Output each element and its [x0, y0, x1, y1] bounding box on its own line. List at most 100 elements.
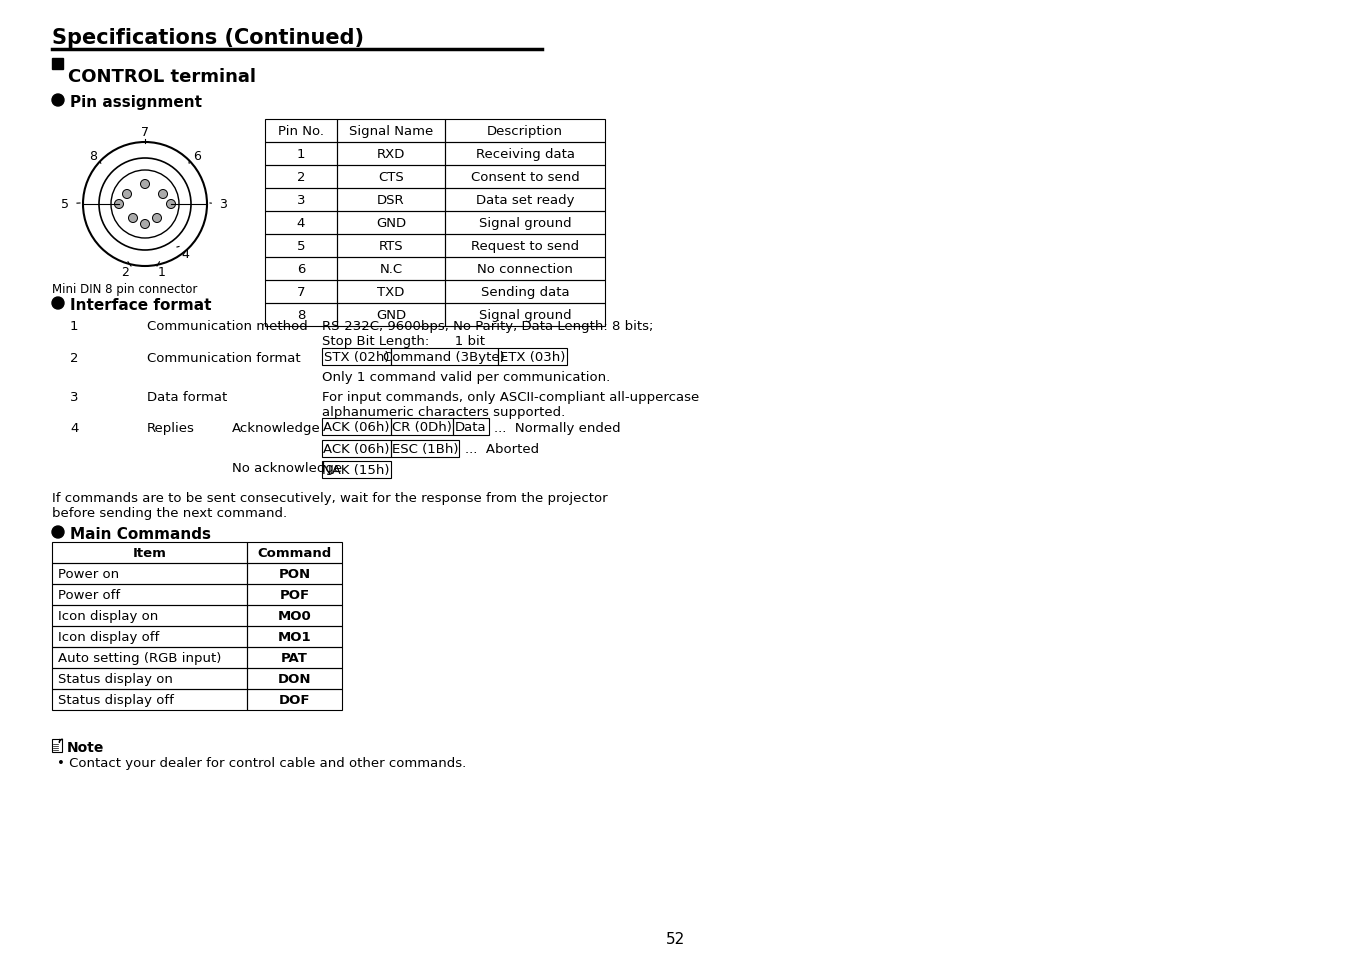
Bar [453, 418, 489, 436]
Bar [390, 440, 459, 457]
Text: ETX (03h): ETX (03h) [500, 351, 565, 364]
Text: 2: 2 [297, 171, 305, 184]
Text: 3: 3 [297, 193, 305, 207]
Text: 2: 2 [70, 352, 78, 365]
Bar [444, 212, 605, 234]
Text: • Contact your dealer for control cable and other commands.: • Contact your dealer for control cable … [57, 757, 466, 769]
Text: Data: Data [455, 420, 486, 434]
Text: RS-232C, 9600bps, No Parity, Data Length: 8 bits;: RS-232C, 9600bps, No Parity, Data Length… [322, 319, 654, 333]
Text: If commands are to be sent consecutively, wait for the response from the project: If commands are to be sent consecutively… [51, 492, 608, 504]
Bar [336, 234, 444, 257]
Text: PON: PON [278, 567, 311, 580]
Bar [336, 281, 444, 304]
Bar [265, 234, 336, 257]
Bar [336, 257, 444, 281]
Text: 7: 7 [141, 127, 149, 139]
Text: before sending the next command.: before sending the next command. [51, 506, 288, 519]
Text: GND: GND [376, 309, 407, 322]
Text: Interface format: Interface format [70, 297, 212, 313]
Text: MO0: MO0 [277, 609, 311, 622]
Text: Consent to send: Consent to send [470, 171, 580, 184]
Bar [322, 418, 390, 436]
Bar [51, 740, 62, 752]
Text: Note: Note [68, 740, 104, 754]
Text: Only 1 command valid per communication.: Only 1 command valid per communication. [322, 371, 611, 384]
Text: Pin assignment: Pin assignment [70, 95, 203, 110]
Text: 4: 4 [70, 421, 78, 435]
Text: 3: 3 [219, 197, 227, 211]
Text: RTS: RTS [378, 240, 404, 253]
Text: Signal ground: Signal ground [478, 309, 571, 322]
Bar [336, 212, 444, 234]
Circle shape [153, 214, 162, 223]
Bar [265, 281, 336, 304]
Text: Receiving data: Receiving data [476, 148, 574, 161]
Text: Auto setting (RGB input): Auto setting (RGB input) [58, 651, 222, 664]
Bar [444, 257, 605, 281]
Bar [51, 689, 247, 710]
Bar [51, 584, 247, 605]
Bar [51, 668, 247, 689]
Text: Command (3Byte): Command (3Byte) [384, 351, 505, 364]
Text: NAK (15h): NAK (15h) [323, 463, 390, 476]
Bar [247, 584, 342, 605]
Bar [247, 626, 342, 647]
Bar [51, 626, 247, 647]
Text: N.C: N.C [380, 263, 403, 275]
Text: ...  Normally ended: ... Normally ended [494, 421, 621, 435]
Text: Status display off: Status display off [58, 693, 174, 706]
Bar [265, 143, 336, 166]
Text: 5: 5 [61, 197, 69, 211]
Text: alphanumeric characters supported.: alphanumeric characters supported. [322, 406, 565, 418]
Text: Acknowledge: Acknowledge [232, 421, 320, 435]
Text: 7: 7 [297, 286, 305, 298]
Bar [247, 668, 342, 689]
Text: 5: 5 [297, 240, 305, 253]
Bar [336, 304, 444, 327]
Text: ACK (06h): ACK (06h) [323, 442, 389, 456]
Bar [322, 461, 390, 478]
Text: 8: 8 [297, 309, 305, 322]
Text: 3: 3 [70, 391, 78, 403]
Circle shape [158, 191, 168, 199]
Text: 6: 6 [297, 263, 305, 275]
Text: No acknowledge: No acknowledge [232, 461, 342, 475]
Bar [265, 189, 336, 212]
Bar [51, 542, 247, 563]
Bar [336, 166, 444, 189]
Text: 4: 4 [181, 248, 189, 261]
Text: RXD: RXD [377, 148, 405, 161]
Text: 1: 1 [158, 266, 166, 279]
Text: Power off: Power off [58, 588, 120, 601]
Bar [336, 143, 444, 166]
Bar [247, 605, 342, 626]
Bar [444, 166, 605, 189]
Text: Description: Description [486, 125, 563, 138]
Bar [499, 349, 566, 366]
Circle shape [51, 297, 63, 310]
Text: CR (0Dh): CR (0Dh) [392, 420, 451, 434]
Text: Power on: Power on [58, 567, 119, 580]
Text: 2: 2 [122, 266, 128, 279]
Circle shape [115, 200, 123, 210]
Text: Status display on: Status display on [58, 672, 173, 685]
Bar [265, 257, 336, 281]
Bar [265, 120, 336, 143]
Text: DON: DON [278, 672, 311, 685]
Text: ACK (06h): ACK (06h) [323, 420, 389, 434]
Text: 8: 8 [89, 151, 97, 163]
Text: Communication method: Communication method [147, 319, 308, 333]
Circle shape [51, 95, 63, 107]
Bar [51, 563, 247, 584]
Text: TXD: TXD [377, 286, 405, 298]
Bar [444, 234, 605, 257]
Text: ESC (1Bh): ESC (1Bh) [392, 442, 458, 456]
Text: MO1: MO1 [278, 630, 311, 643]
Bar [444, 189, 605, 212]
Text: Data set ready: Data set ready [476, 193, 574, 207]
Text: Signal Name: Signal Name [349, 125, 434, 138]
Text: Request to send: Request to send [471, 240, 580, 253]
Text: Replies: Replies [147, 421, 195, 435]
Bar [322, 349, 390, 366]
Bar [444, 120, 605, 143]
